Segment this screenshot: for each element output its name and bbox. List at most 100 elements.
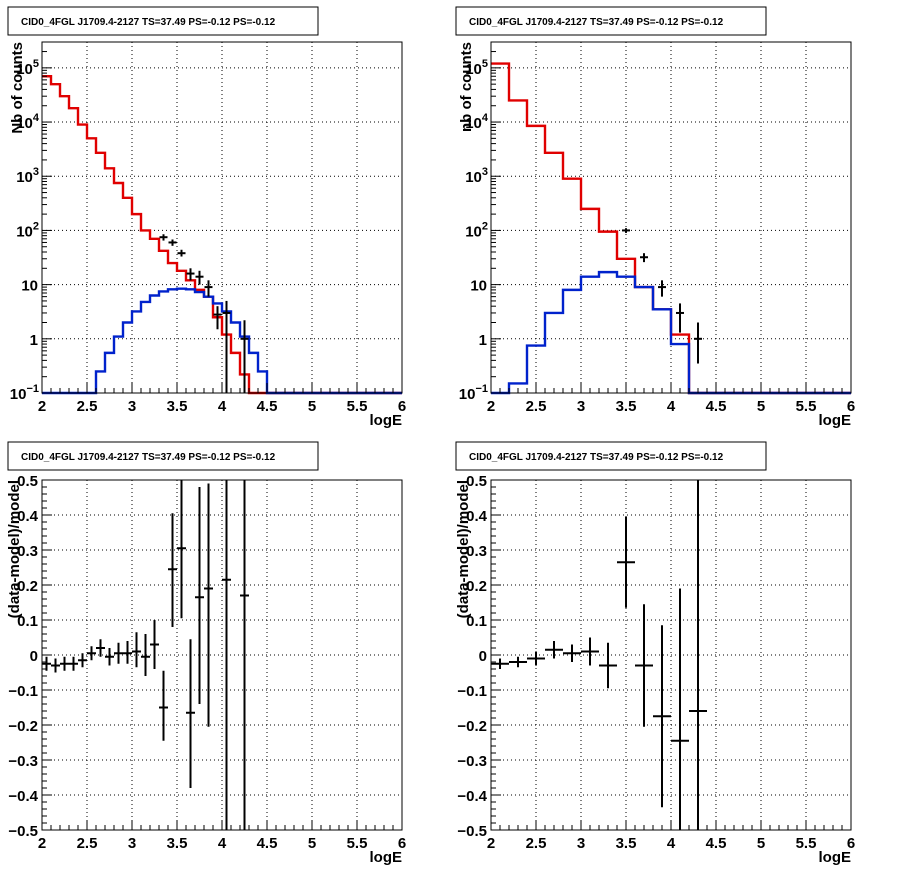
y-tick-label: 0 (479, 648, 487, 665)
grid (42, 480, 402, 830)
y-tick-label: 0.5 (466, 473, 487, 490)
x-tick-label: 2.5 (526, 835, 547, 852)
panel-title: CID0_4FGL J1709.4-2127 TS=37.49 PS=-0.12… (21, 17, 276, 28)
title-box (455, 441, 767, 471)
grid (491, 480, 851, 830)
y-axis: 10−1 1 10 102 103 104 105 (459, 51, 501, 403)
y-tick-label: 0.2 (17, 578, 38, 595)
y-tick-label: 103 (16, 166, 39, 186)
x-tick-label: 3 (128, 835, 136, 852)
x-axis: 2 2.5 3 3.5 4 4.5 5 5.5 6 (487, 383, 855, 415)
x-tick-label: 2.5 (77, 835, 98, 852)
y-axis: −0.5 −0.4 −0.3 −0.2 −0.1 0 0.1 0.2 0.3 0.4 0.5 (8, 473, 52, 840)
x-tick-label: 4 (667, 835, 676, 852)
y-tick-label: −0.3 (457, 753, 487, 770)
title-box (7, 6, 319, 36)
x-tick-label: 4.5 (257, 398, 278, 415)
x-tick-label: 3.5 (167, 835, 188, 852)
y-tick-label: 102 (465, 220, 488, 240)
y-tick-label: 1 (479, 332, 487, 349)
y-tick-label: −0.4 (8, 788, 38, 805)
y-tick-label: 10−1 (459, 383, 488, 403)
x-tick-label: 5 (308, 398, 316, 415)
title-box (7, 441, 319, 471)
y-tick-label: 0.3 (17, 543, 38, 560)
x-axis-title: logE (819, 412, 852, 429)
x-tick-label: 5 (308, 835, 316, 852)
x-axis-title: logE (370, 849, 403, 866)
x-tick-label: 4.5 (706, 398, 727, 415)
x-tick-label: 6 (847, 835, 855, 852)
y-tick-label: −0.2 (8, 718, 38, 735)
y-tick-label: 1 (30, 332, 38, 349)
x-tick-label: 5 (757, 398, 765, 415)
y-axis-title: Nb of counts (9, 42, 26, 134)
x-tick-label: 2.5 (77, 398, 98, 415)
x-axis: 2 2.5 3 3.5 4 4.5 5 5.5 6 (38, 820, 406, 852)
x-tick-label: 3 (577, 398, 585, 415)
x-tick-label: 6 (398, 398, 406, 415)
y-tick-label: 103 (465, 166, 488, 186)
x-tick-label: 4.5 (706, 835, 727, 852)
y-tick-label: 10 (21, 278, 38, 295)
x-tick-label: 5.5 (796, 398, 817, 415)
y-tick-label: 104 (465, 112, 489, 132)
x-tick-label: 5.5 (347, 835, 368, 852)
x-tick-label: 4 (218, 398, 227, 415)
y-tick-label: 0.5 (17, 473, 38, 490)
y-tick-label: 105 (16, 58, 39, 78)
title-box (455, 6, 767, 36)
panel-top-left-counts: CID0_4FGL J1709.4-2127 TS=37.49 PS=-0.12… (7, 6, 406, 429)
x-tick-label: 4 (667, 398, 676, 415)
x-tick-label: 2 (38, 835, 46, 852)
x-tick-label: 4 (218, 835, 227, 852)
y-tick-label: −0.1 (8, 683, 38, 700)
x-tick-label: 3 (128, 398, 136, 415)
y-tick-label: −0.5 (8, 823, 38, 840)
plot-area (42, 480, 249, 830)
y-tick-label: 0.1 (17, 613, 38, 630)
x-tick-label: 5.5 (347, 398, 368, 415)
x-tick-label: 3.5 (616, 835, 637, 852)
panel-title: CID0_4FGL J1709.4-2127 TS=37.49 PS=-0.12… (469, 17, 724, 28)
x-tick-label: 4.5 (257, 835, 278, 852)
y-axis: −0.5 −0.4 −0.3 −0.2 −0.1 0 0.1 0.2 0.3 0.4 0.5 (457, 473, 501, 840)
x-tick-label: 3 (577, 835, 585, 852)
panel-title: CID0_4FGL J1709.4-2127 TS=37.49 PS=-0.12… (21, 452, 276, 463)
y-axis: 10−1 1 10 102 103 104 105 (10, 51, 52, 403)
y-tick-label: 105 (465, 58, 488, 78)
grid (42, 42, 402, 393)
x-tick-label: 3.5 (167, 398, 188, 415)
y-tick-label: 10 (470, 278, 487, 295)
y-tick-label: 102 (16, 220, 39, 240)
x-tick-label: 5.5 (796, 835, 817, 852)
x-tick-label: 2 (487, 398, 495, 415)
y-tick-label: 10−1 (10, 383, 39, 403)
panel-title: CID0_4FGL J1709.4-2127 TS=37.49 PS=-0.12… (469, 452, 724, 463)
y-tick-label: −0.1 (457, 683, 487, 700)
y-tick-label: 0.4 (466, 508, 488, 525)
plot-area (491, 480, 707, 830)
y-axis-title: (data-model)/model (455, 480, 472, 618)
panel-bottom-right-residuals: CID0_4FGL J1709.4-2127 TS=37.49 PS=-0.12… (455, 441, 855, 866)
y-tick-label: 104 (16, 112, 40, 132)
y-tick-label: 0.2 (466, 578, 487, 595)
x-axis-title: logE (370, 412, 403, 429)
x-tick-label: 2 (487, 835, 495, 852)
y-tick-label: 0.3 (466, 543, 487, 560)
x-tick-label: 5 (757, 835, 765, 852)
x-tick-label: 2 (38, 398, 46, 415)
x-axis: 2 2.5 3 3.5 4 4.5 5 5.5 6 (487, 820, 855, 852)
y-tick-label: −0.3 (8, 753, 38, 770)
y-axis-title: nb of counts (458, 42, 475, 132)
x-tick-label: 6 (847, 398, 855, 415)
y-tick-label: −0.5 (457, 823, 487, 840)
x-axis-title: logE (819, 849, 852, 866)
y-tick-label: 0.1 (466, 613, 487, 630)
x-tick-label: 6 (398, 835, 406, 852)
y-tick-label: 0 (30, 648, 38, 665)
x-tick-label: 3.5 (616, 398, 637, 415)
x-axis: 2 2.5 3 3.5 4 4.5 5 5.5 6 (38, 383, 406, 415)
